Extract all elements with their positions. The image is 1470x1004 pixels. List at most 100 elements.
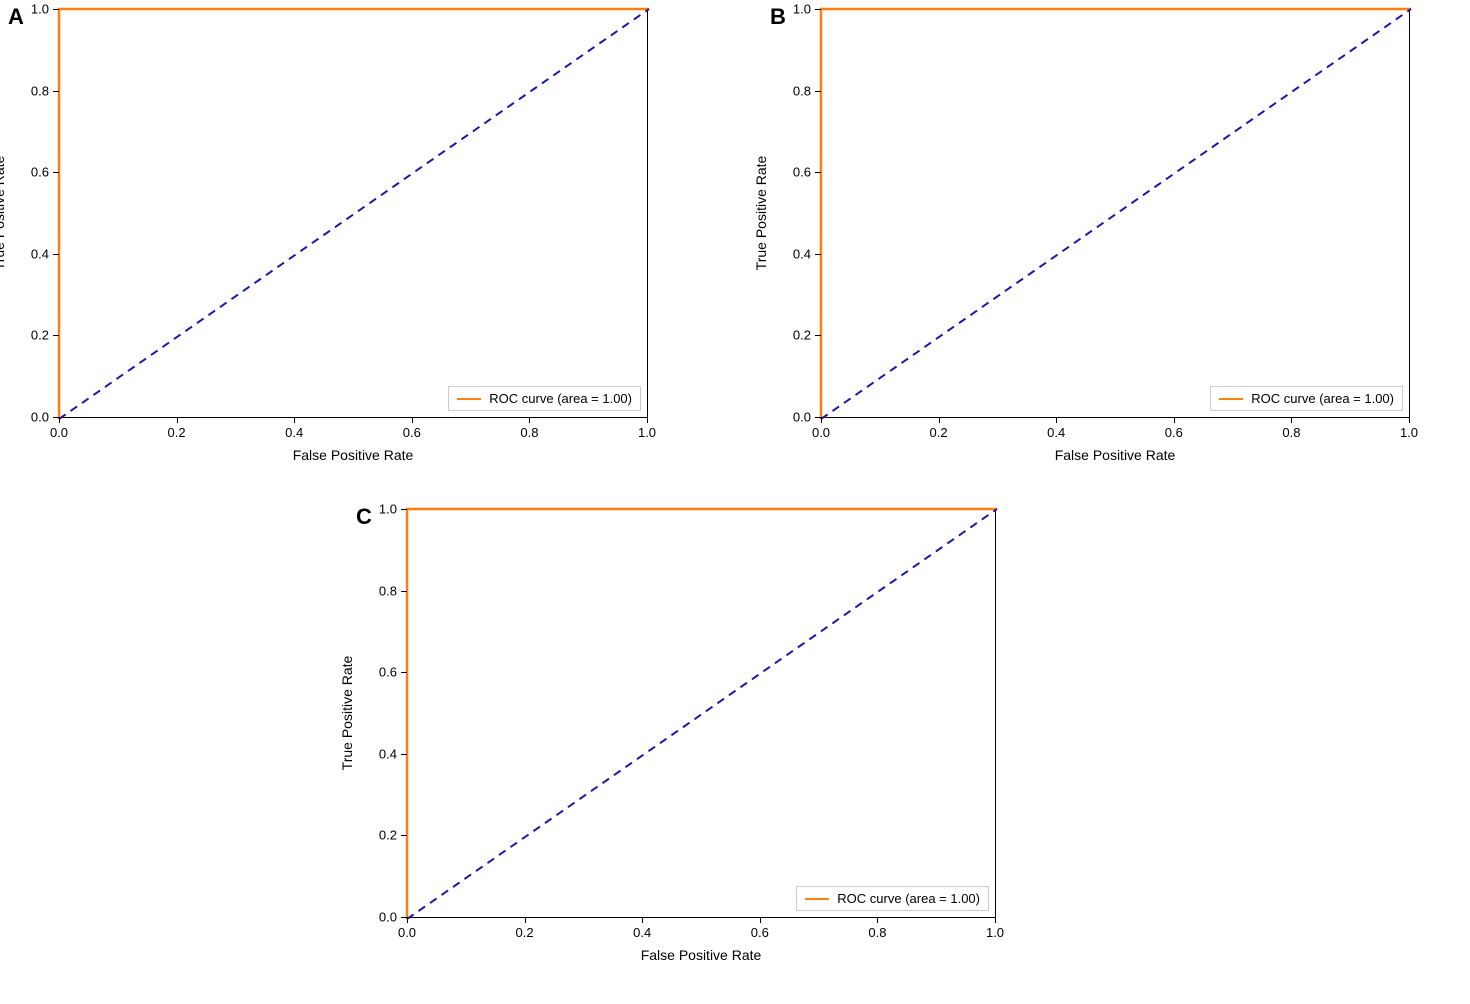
legend: ROC curve (area = 1.00) (448, 386, 641, 411)
x-tick (939, 417, 940, 423)
y-tick (815, 9, 821, 10)
x-tick (760, 917, 761, 923)
legend-text: ROC curve (area = 1.00) (489, 391, 632, 406)
y-tick-label: 0.6 (793, 165, 811, 180)
y-tick (53, 254, 59, 255)
x-tick (647, 417, 648, 423)
y-tick-label: 1.0 (793, 2, 811, 17)
panel-letter-a: A (8, 4, 24, 30)
panel-letter-c: C (356, 504, 372, 530)
y-tick-label: 0.6 (31, 165, 49, 180)
x-tick-label: 0.4 (285, 425, 303, 440)
x-axis-label: False Positive Rate (641, 947, 762, 963)
chart-lines-b (821, 9, 1411, 419)
y-tick-label: 0.4 (379, 746, 397, 761)
legend-line-sample (805, 898, 829, 900)
legend-text: ROC curve (area = 1.00) (1251, 391, 1394, 406)
y-axis-label: True Positive Rate (753, 156, 769, 271)
plot-area-b: 0.0 0.2 0.4 0.6 0.8 1.0 0.0 0.2 0.4 0.6 … (820, 8, 1410, 418)
y-tick (815, 417, 821, 418)
x-tick (1174, 417, 1175, 423)
x-tick (642, 917, 643, 923)
x-tick-label: 0.4 (633, 925, 651, 940)
x-tick-label: 0.2 (930, 425, 948, 440)
x-tick-label: 1.0 (638, 425, 656, 440)
x-tick-label: 0.8 (520, 425, 538, 440)
x-tick (877, 917, 878, 923)
x-tick-label: 0.6 (403, 425, 421, 440)
diagonal-line (821, 9, 1411, 419)
x-tick-label: 0.4 (1047, 425, 1065, 440)
legend-line-sample (1219, 398, 1243, 400)
figure-container: A 0.0 0.2 0.4 0.6 0.8 1.0 (0, 0, 1470, 1004)
legend: ROC curve (area = 1.00) (1210, 386, 1403, 411)
x-tick (1291, 417, 1292, 423)
x-tick (529, 417, 530, 423)
x-tick-label: 0.8 (1282, 425, 1300, 440)
x-tick-label: 1.0 (986, 925, 1004, 940)
diagonal-line (407, 509, 997, 919)
x-tick-label: 0.6 (751, 925, 769, 940)
plot-area-a: 0.0 0.2 0.4 0.6 0.8 1.0 0.0 0.2 0.4 0.6 … (58, 8, 648, 418)
y-tick-label: 0.8 (31, 83, 49, 98)
legend: ROC curve (area = 1.00) (796, 886, 989, 911)
y-tick-label: 0.0 (379, 910, 397, 925)
chart-lines-c (407, 509, 997, 919)
y-tick (53, 9, 59, 10)
x-tick-label: 0.0 (50, 425, 68, 440)
x-tick (294, 417, 295, 423)
plot-area-c: 0.0 0.2 0.4 0.6 0.8 1.0 0.0 0.2 0.4 0.6 … (406, 508, 996, 918)
y-tick-label: 1.0 (379, 502, 397, 517)
y-tick (53, 335, 59, 336)
x-tick-label: 0.8 (868, 925, 886, 940)
y-tick-label: 0.4 (31, 246, 49, 261)
chart-lines-a (59, 9, 649, 419)
y-tick (401, 509, 407, 510)
x-tick (1056, 417, 1057, 423)
legend-line-sample (457, 398, 481, 400)
y-tick (401, 754, 407, 755)
x-tick (177, 417, 178, 423)
x-axis-label: False Positive Rate (293, 447, 414, 463)
x-axis-label: False Positive Rate (1055, 447, 1176, 463)
roc-curve-line (59, 9, 649, 419)
y-tick-label: 0.2 (31, 328, 49, 343)
y-tick-label: 0.4 (793, 246, 811, 261)
legend-text: ROC curve (area = 1.00) (837, 891, 980, 906)
y-tick (815, 172, 821, 173)
y-tick (815, 335, 821, 336)
x-tick-label: 0.6 (1165, 425, 1183, 440)
y-tick (401, 917, 407, 918)
y-axis-label: True Positive Rate (339, 656, 355, 771)
y-tick-label: 0.0 (31, 410, 49, 425)
x-tick (59, 417, 60, 423)
x-tick (1409, 417, 1410, 423)
x-tick (821, 417, 822, 423)
y-tick-label: 0.8 (379, 583, 397, 598)
y-tick (401, 835, 407, 836)
y-tick-label: 0.8 (793, 83, 811, 98)
y-tick-label: 1.0 (31, 2, 49, 17)
x-tick-label: 0.2 (516, 925, 534, 940)
x-tick-label: 0.0 (398, 925, 416, 940)
roc-curve-line (821, 9, 1411, 419)
x-tick (525, 917, 526, 923)
y-tick-label: 0.2 (379, 828, 397, 843)
y-tick-label: 0.2 (793, 328, 811, 343)
y-tick (401, 591, 407, 592)
x-tick (407, 917, 408, 923)
x-tick-label: 1.0 (1400, 425, 1418, 440)
x-tick-label: 0.0 (812, 425, 830, 440)
y-axis-label: True Positive Rate (0, 156, 7, 271)
y-tick (53, 91, 59, 92)
y-tick (53, 417, 59, 418)
roc-curve-line (407, 509, 997, 919)
diagonal-line (59, 9, 649, 419)
y-tick-label: 0.0 (793, 410, 811, 425)
x-tick (995, 917, 996, 923)
y-tick (53, 172, 59, 173)
panel-letter-b: B (770, 4, 786, 30)
y-tick (815, 254, 821, 255)
y-tick-label: 0.6 (379, 665, 397, 680)
y-tick (815, 91, 821, 92)
